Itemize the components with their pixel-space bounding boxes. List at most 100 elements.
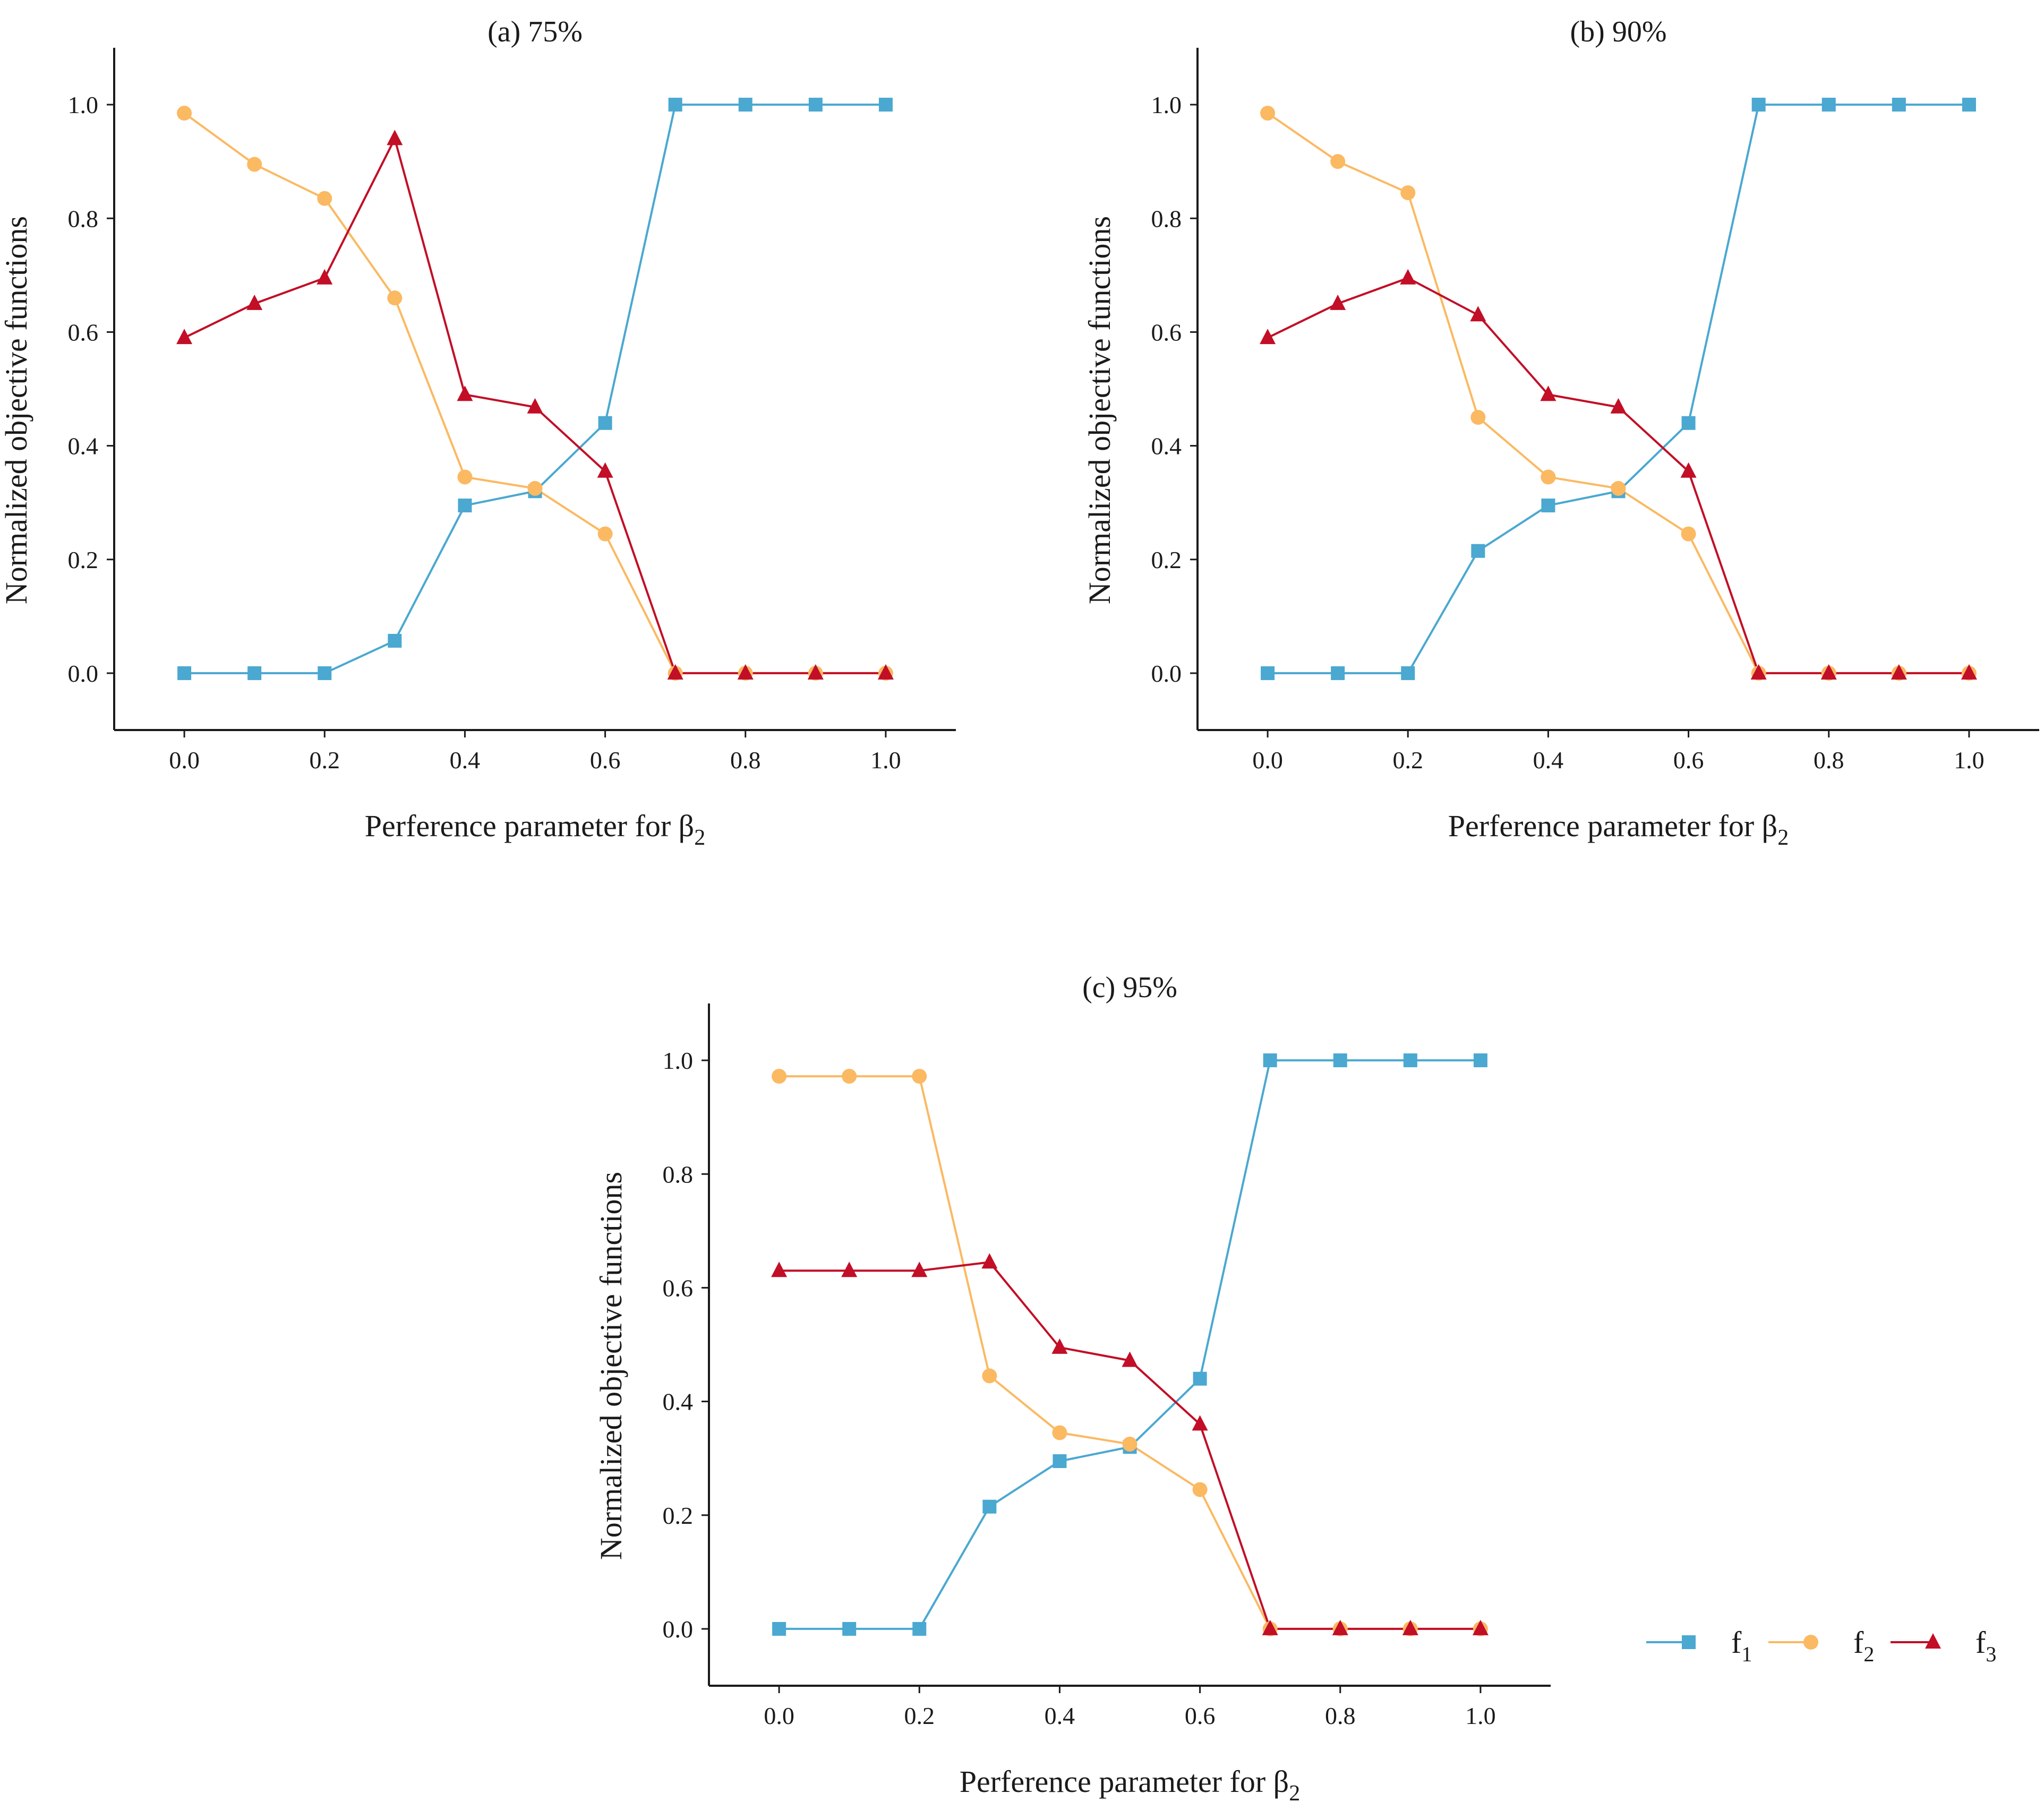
data-point-f1	[1821, 98, 1836, 112]
chart-panel-2: (b) 90% 0.0 0.2 0.4 0.6 0.8 1.0 0.0 0.2 0.4 0.6 0.8…	[1082, 15, 2039, 850]
data-point-f1	[388, 633, 402, 648]
data-point-f3	[317, 269, 333, 285]
data-point-f1	[1053, 1454, 1067, 1469]
data-point-f3	[1402, 1619, 1418, 1635]
data-point-f1	[772, 1621, 786, 1636]
data-point-f2	[177, 106, 192, 121]
data-point-f2	[1260, 106, 1276, 121]
x-tick-label: 0.6	[1673, 747, 1704, 774]
x-axis-title: Perference parameter for β2	[365, 809, 705, 850]
data-point-f3	[911, 1262, 928, 1277]
x-tick-label: 1.0	[870, 747, 901, 774]
legend-label-subscript: 1	[1741, 1642, 1752, 1666]
x-tick-label: 0.2	[904, 1702, 935, 1729]
chart-title: (c) 95%	[1082, 971, 1177, 1004]
data-point-f3	[1820, 664, 1837, 680]
data-point-f1	[1751, 98, 1766, 112]
x-tick-label: 0.8	[730, 747, 761, 774]
legend-label-subscript: 3	[1986, 1642, 1996, 1666]
data-point-f2	[597, 526, 613, 542]
data-point-f2	[1052, 1425, 1067, 1440]
chart-panel-1: (a) 75% 0.0 0.2 0.4 0.6 0.8 1.0 0.0 0.2 0.4 0.6 0.8…	[0, 15, 956, 850]
data-point-f2	[1400, 185, 1416, 201]
data-point-f2	[247, 157, 262, 172]
legend-label: f2	[1853, 1625, 1874, 1666]
legend-marker	[1925, 1633, 1941, 1649]
y-tick-label: 1.0	[663, 1047, 694, 1074]
x-tick-label: 0.4	[1533, 747, 1564, 774]
y-tick-label: 0.8	[1151, 205, 1182, 232]
data-point-f1	[1261, 666, 1275, 680]
legend-entry-f3: f3	[1891, 1625, 1996, 1666]
data-point-f3	[807, 664, 824, 680]
data-point-f2	[1611, 481, 1626, 496]
data-point-f1	[247, 666, 262, 680]
data-point-f2	[1330, 154, 1346, 169]
x-tick-label: 0.8	[1814, 747, 1844, 774]
data-point-f3	[1470, 306, 1486, 322]
data-point-f2	[317, 191, 332, 206]
legend-label-base: f	[1853, 1625, 1864, 1660]
legend-marker	[1682, 1635, 1696, 1649]
data-point-f3	[1472, 1619, 1489, 1635]
data-point-f3	[1540, 385, 1556, 401]
data-point-f3	[1891, 664, 1907, 680]
data-point-f2	[1470, 410, 1486, 425]
chart-title: (b) 90%	[1570, 15, 1667, 48]
data-point-f2	[457, 469, 473, 485]
data-point-f1	[598, 416, 612, 430]
data-point-f3	[737, 664, 754, 680]
y-tick-label: 1.0	[1151, 91, 1182, 118]
y-tick-label: 0.6	[68, 319, 99, 346]
legend: f1 f2 f3	[1646, 1625, 1996, 1666]
data-point-f2	[1122, 1436, 1138, 1452]
y-tick-label: 0.4	[663, 1388, 694, 1415]
data-point-f3	[1961, 664, 1977, 680]
data-point-f1	[1471, 544, 1485, 558]
x-tick-label: 0.6	[590, 747, 621, 774]
x-tick-label: 0.0	[764, 1702, 794, 1729]
series-line-f2	[183, 112, 886, 674]
data-point-f1	[1541, 499, 1555, 513]
data-point-f1	[1473, 1053, 1487, 1068]
x-axis-title-text: Perference parameter for β	[365, 809, 694, 843]
series-line-f1	[1268, 104, 1969, 674]
data-point-f3	[1332, 1619, 1348, 1635]
y-tick-label: 0.2	[663, 1502, 694, 1529]
x-tick-label: 0.2	[310, 747, 340, 774]
y-tick-label: 0.0	[663, 1616, 694, 1643]
data-point-f3	[387, 130, 403, 145]
data-point-f1	[668, 98, 682, 112]
data-point-f3	[1051, 1338, 1068, 1354]
data-point-f2	[982, 1368, 997, 1384]
x-tick-label: 0.0	[1252, 747, 1283, 774]
x-axis-title-subscript: 2	[1777, 826, 1789, 850]
data-point-f2	[1541, 469, 1556, 485]
y-tick-label: 0.8	[68, 205, 99, 232]
x-tick-label: 0.8	[1325, 1702, 1356, 1729]
data-point-f2	[912, 1069, 927, 1084]
data-point-f1	[1193, 1371, 1207, 1386]
y-tick-label: 0.6	[663, 1274, 694, 1301]
y-tick-label: 0.0	[1151, 660, 1182, 687]
x-tick-label: 0.4	[1045, 1702, 1075, 1729]
data-point-f1	[808, 98, 823, 112]
data-point-f1	[1403, 1053, 1417, 1068]
x-tick-label: 0.6	[1185, 1702, 1216, 1729]
x-tick-label: 1.0	[1465, 1702, 1496, 1729]
data-point-f1	[738, 98, 752, 112]
series-line-f3	[1267, 277, 1969, 674]
data-point-f1	[1681, 416, 1696, 430]
legend-label: f3	[1975, 1625, 1996, 1666]
series-line-f1	[779, 1059, 1481, 1630]
data-point-f3	[1750, 664, 1767, 680]
legend-entry-f1: f1	[1646, 1625, 1752, 1666]
data-point-f3	[1122, 1351, 1138, 1367]
y-tick-label: 0.4	[1151, 433, 1182, 460]
y-axis-title: Normalized objective functions	[0, 216, 33, 604]
data-point-f1	[318, 666, 332, 680]
series-line-f1	[184, 104, 886, 674]
data-point-f3	[1400, 269, 1416, 285]
y-tick-label: 0.2	[1151, 546, 1182, 573]
